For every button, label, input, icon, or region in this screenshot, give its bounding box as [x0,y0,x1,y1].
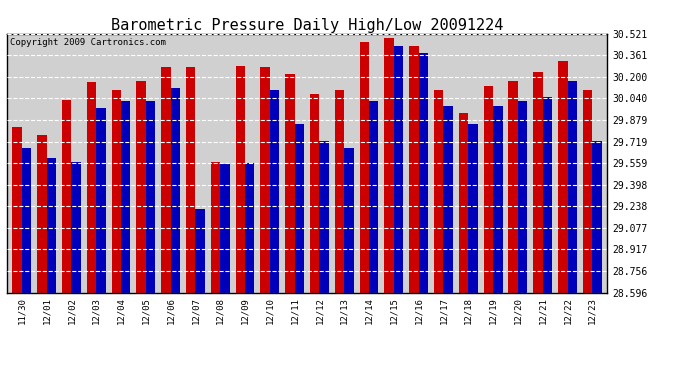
Bar [344,148,354,292]
Bar [359,42,369,292]
Bar [47,158,56,292]
Bar [533,72,543,292]
Bar [335,90,344,292]
Bar [310,94,319,292]
Bar [96,108,106,292]
Bar [37,135,47,292]
Bar [419,53,428,292]
Bar [558,61,567,292]
Bar [484,86,493,292]
Bar [384,38,394,292]
Bar [583,90,592,292]
Bar [409,46,419,292]
Bar [220,164,230,292]
Bar [186,68,195,292]
Bar [295,124,304,292]
Bar [518,101,527,292]
Title: Barometric Pressure Daily High/Low 20091224: Barometric Pressure Daily High/Low 20091… [111,18,503,33]
Text: Copyright 2009 Cartronics.com: Copyright 2009 Cartronics.com [10,38,166,46]
Bar [137,81,146,292]
Bar [71,162,81,292]
Bar [235,66,245,292]
Bar [245,163,255,292]
Bar [112,90,121,292]
Bar [369,101,379,292]
Bar [87,82,96,292]
Bar [12,127,22,292]
Bar [161,68,170,292]
Bar [319,141,329,292]
Bar [170,88,180,292]
Bar [493,106,502,292]
Bar [22,148,31,292]
Bar [260,68,270,292]
Bar [270,90,279,292]
Bar [567,81,577,292]
Bar [146,101,155,292]
Bar [444,106,453,292]
Bar [394,46,403,292]
Bar [592,141,602,292]
Bar [211,162,220,292]
Bar [62,100,71,292]
Bar [285,74,295,292]
Bar [121,101,130,292]
Bar [469,124,477,292]
Bar [195,209,205,292]
Bar [509,81,518,292]
Bar [543,97,552,292]
Bar [434,90,444,292]
Bar [459,113,469,292]
